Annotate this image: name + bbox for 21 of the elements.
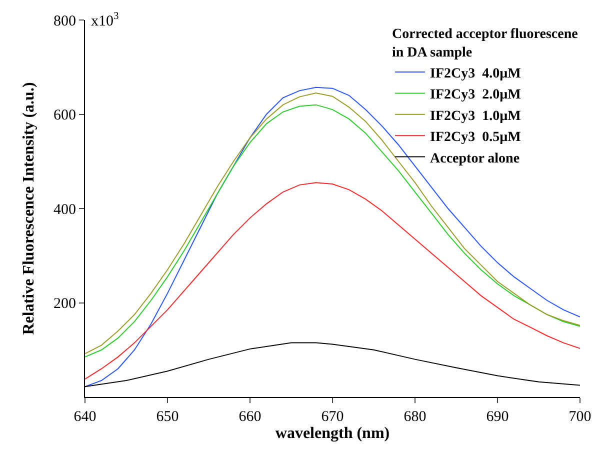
x-tick-label: 660 [238,409,262,425]
legend-label: IF2Cy3 1.0µM [430,108,521,124]
y-tick-label: 200 [54,296,76,312]
x-tick-label: 640 [74,409,96,425]
x-tick-label: 650 [156,409,179,425]
legend-label: IF2Cy3 2.0µM [430,88,521,103]
y-tick-label: 600 [54,108,76,124]
annotation: x10$^{3}$ [91,11,119,30]
y-tick-label: 400 [54,202,76,218]
y-axis-title: Relative Fluorescence Intensity (a.u.) [20,82,38,335]
legend-label: Acceptor alone [430,151,520,166]
x-tick-label: 690 [486,409,509,425]
y-tick-label: 800 [54,13,76,30]
x-axis-title: wavelength (nm) [275,425,390,442]
legend-label: IF2Cy3 4.0µM [430,66,521,82]
x-tick-label: 670 [321,409,344,425]
x-tick-label: 700 [568,409,592,425]
line-series [85,182,580,380]
legend-title: Corrected acceptor fluorescene in DA sample [392,27,578,60]
legend-label: IF2Cy3 0.5µM [430,130,521,146]
x-tick-label: 680 [404,409,426,425]
